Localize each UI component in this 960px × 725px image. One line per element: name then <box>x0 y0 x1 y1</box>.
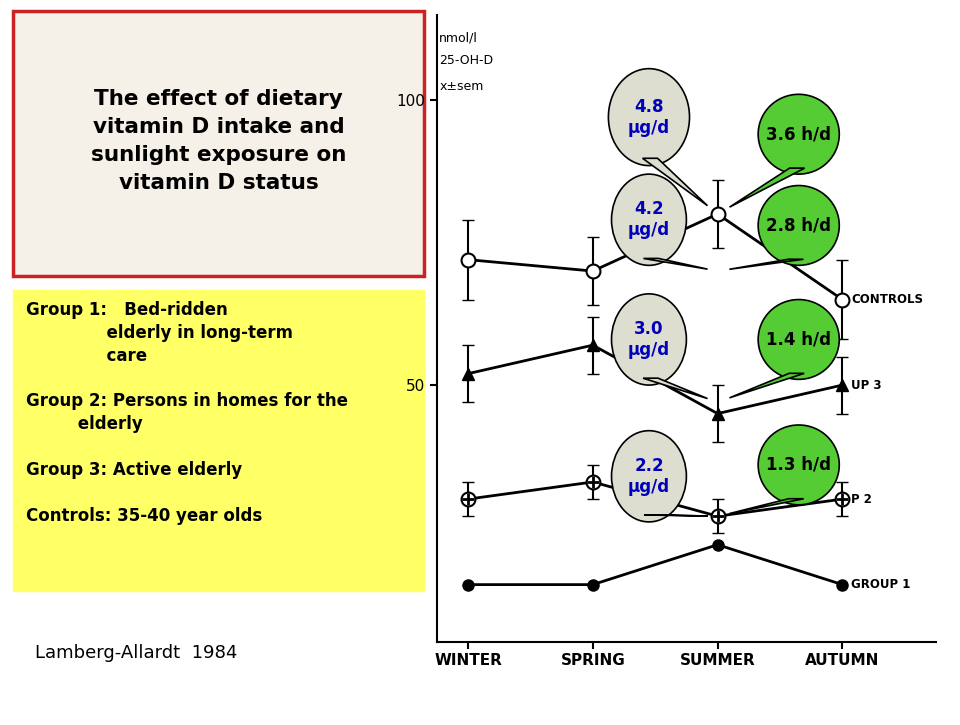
Ellipse shape <box>612 431 686 522</box>
Text: 3.6 h/d: 3.6 h/d <box>766 125 831 144</box>
Text: GROUP 1: GROUP 1 <box>852 578 910 591</box>
Polygon shape <box>643 258 708 269</box>
Text: 2.2
μg/d: 2.2 μg/d <box>628 457 670 496</box>
Text: 4.8
μg/d: 4.8 μg/d <box>628 98 670 136</box>
Text: The effect of dietary
vitamin D intake and
sunlight exposure on
vitamin D status: The effect of dietary vitamin D intake a… <box>90 89 347 194</box>
Polygon shape <box>730 373 804 398</box>
Text: CONTROLS: CONTROLS <box>852 293 924 306</box>
Ellipse shape <box>612 174 686 265</box>
Ellipse shape <box>758 186 839 265</box>
Polygon shape <box>730 260 804 269</box>
Polygon shape <box>730 168 804 207</box>
Text: Group 1:   Bed-ridden
              elderly in long-term
              care

Gro: Group 1: Bed-ridden elderly in long-term… <box>26 301 348 525</box>
Polygon shape <box>642 158 708 206</box>
Text: UP 3: UP 3 <box>852 378 881 392</box>
FancyBboxPatch shape <box>13 11 423 276</box>
Text: 1.3 h/d: 1.3 h/d <box>766 456 831 474</box>
Ellipse shape <box>609 69 689 165</box>
Polygon shape <box>644 515 708 516</box>
Text: nmol/l: nmol/l <box>440 32 478 45</box>
Ellipse shape <box>758 94 839 174</box>
Text: 1.4 h/d: 1.4 h/d <box>766 331 831 349</box>
Polygon shape <box>643 378 708 399</box>
FancyBboxPatch shape <box>13 290 423 591</box>
Text: P 2: P 2 <box>852 492 872 505</box>
Ellipse shape <box>758 299 839 379</box>
Ellipse shape <box>758 425 839 505</box>
Polygon shape <box>730 499 804 513</box>
Text: 3.0
μg/d: 3.0 μg/d <box>628 320 670 359</box>
Ellipse shape <box>612 294 686 385</box>
Text: 25-OH-D: 25-OH-D <box>440 54 493 67</box>
Text: x±sem: x±sem <box>440 80 484 93</box>
Text: 2.8 h/d: 2.8 h/d <box>766 217 831 234</box>
Text: 4.2
μg/d: 4.2 μg/d <box>628 200 670 239</box>
Text: Lamberg-Allardt  1984: Lamberg-Allardt 1984 <box>35 644 237 661</box>
